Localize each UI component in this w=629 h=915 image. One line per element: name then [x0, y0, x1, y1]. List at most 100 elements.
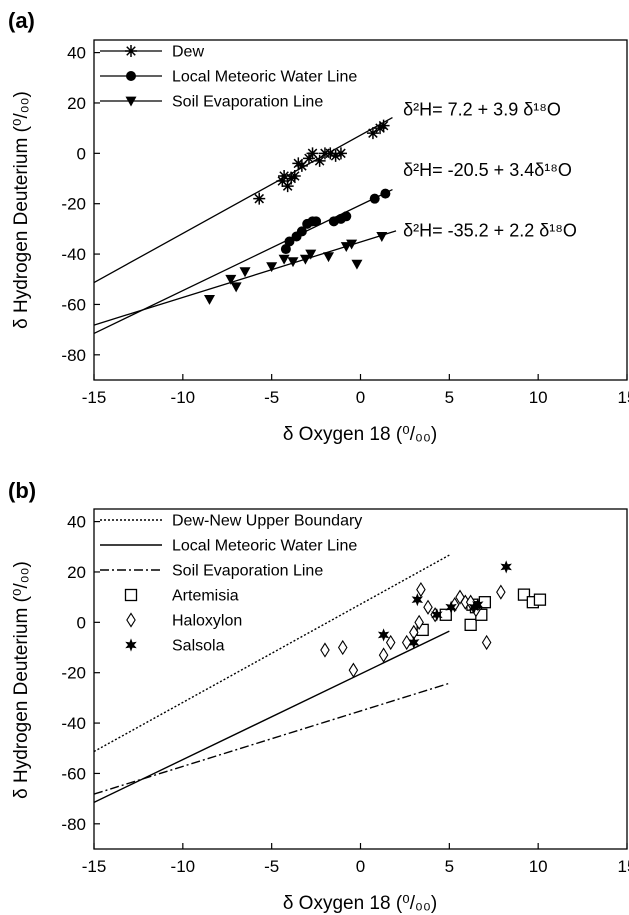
data-point	[533, 593, 547, 606]
panel-b-ticks: -15 -10 -5 0 5 10 15 -80 -60 -40 -20 0 20 40	[61, 513, 629, 876]
data-point	[337, 639, 348, 656]
data-point	[302, 152, 315, 165]
data-point	[414, 614, 424, 630]
panel-a-ticks: -15 -10 -5 0 5 10 15 -80 -60 -40 -20 0 20 40	[61, 44, 629, 407]
data-point	[411, 593, 424, 607]
data-point	[239, 267, 251, 278]
x-tick-label: 5	[445, 857, 454, 876]
fit-line	[93, 188, 393, 334]
equation-annotation: δ²H= -20.5 + 3.4δ¹⁸O	[403, 160, 572, 180]
x-tick-label: 0	[356, 857, 365, 876]
panel-b-reference-lines	[93, 554, 450, 804]
y-tick-label: 40	[67, 44, 86, 63]
data-point	[281, 180, 294, 193]
legend-marker	[126, 71, 136, 81]
x-tick-label: 5	[445, 388, 454, 407]
data-point	[376, 232, 388, 242]
panel-a-legend: Dew Local Meteoric Water Line Soil Evapora…	[100, 44, 357, 111]
fit-line	[93, 116, 393, 284]
data-point	[305, 249, 317, 260]
panel-b-y-axis-label: δ Hydrogen Deuterium (⁰/₀₀)	[11, 561, 32, 799]
data-point	[341, 211, 352, 222]
data-point	[348, 662, 359, 678]
data-point	[320, 642, 330, 658]
x-tick-label: -5	[264, 388, 279, 407]
data-point	[377, 119, 390, 132]
data-point	[287, 257, 299, 268]
panel-a-fit-lines	[93, 116, 397, 334]
y-tick-label: -40	[61, 714, 86, 733]
panel-a-data-points	[203, 119, 391, 305]
data-point	[366, 127, 379, 140]
y-tick-label: 0	[77, 613, 86, 632]
data-point	[416, 623, 429, 637]
data-point	[324, 147, 337, 160]
panel-a-plot-frame	[93, 39, 628, 381]
data-point	[431, 608, 443, 622]
y-tick-label: -20	[61, 195, 86, 214]
panel-a-label: (a)	[8, 8, 35, 33]
reference-line	[93, 682, 450, 795]
data-point	[278, 170, 291, 182]
data-point	[225, 274, 237, 285]
legend-label: Soil Evaporation Line	[172, 94, 323, 111]
data-point	[334, 147, 347, 160]
legend-label: Artemisia	[172, 588, 239, 605]
panel-a-equations: δ²H= 7.2 + 3.9 δ¹⁸O δ²H= -20.5 + 3.4δ¹⁸O δ…	[403, 100, 577, 241]
data-point	[284, 236, 295, 247]
data-point	[517, 588, 531, 601]
panel-b-x-axis-label: δ Oxygen 18 (⁰/₀₀)	[283, 893, 437, 914]
data-point	[311, 216, 322, 227]
x-tick-label: -10	[171, 388, 196, 407]
data-point	[369, 193, 380, 204]
panel-b-plot-frame	[93, 508, 628, 850]
panel-b-label: (b)	[8, 478, 36, 503]
data-point	[313, 154, 326, 167]
legend-label: Haloxylon	[172, 613, 242, 630]
reference-line	[93, 630, 450, 804]
data-point	[346, 239, 358, 250]
legend-label: Local Meteoric Water Line	[172, 69, 357, 86]
legend-marker	[125, 45, 137, 57]
x-tick-label: -15	[82, 857, 107, 876]
data-point	[439, 608, 452, 621]
y-tick-label: -80	[61, 815, 86, 834]
panel-b: (b) -15 -10 -5 0 5 10 15 -80 -60 -40 -20 0 20 40 Dew-…	[8, 478, 629, 914]
x-tick-label: -15	[82, 388, 107, 407]
legend-marker	[126, 612, 136, 628]
data-point	[295, 159, 308, 172]
y-tick-label: 40	[67, 513, 86, 532]
data-point	[378, 647, 389, 663]
data-point	[288, 170, 301, 182]
equation-annotation: δ²H= 7.2 + 3.9 δ¹⁸O	[403, 100, 561, 120]
legend-label: Salsola	[172, 638, 225, 655]
data-point	[416, 581, 426, 598]
y-tick-label: -60	[61, 764, 86, 783]
data-point	[496, 584, 506, 600]
data-point	[323, 252, 335, 263]
panel-a-y-axis-label: δ Hydrogen Deuterium (⁰/₀₀)	[11, 91, 32, 329]
data-point	[500, 560, 512, 574]
legend-label: Dew-New Upper Boundary	[172, 513, 362, 530]
x-tick-label: 0	[356, 388, 365, 407]
y-tick-label: -20	[61, 664, 86, 683]
legend-label: Local Meteoric Water Line	[172, 538, 357, 555]
x-tick-label: -5	[264, 857, 279, 876]
data-point	[377, 628, 390, 642]
legend-label: Dew	[172, 44, 204, 61]
data-point	[472, 598, 484, 612]
data-point	[253, 192, 266, 205]
y-tick-label: -40	[61, 245, 86, 264]
data-point	[203, 295, 215, 305]
data-point	[351, 259, 363, 270]
panel-a: (a) -15 -10 -5 0 5 10 15 -80 -60 -40 -20 0 20 40 Dew L…	[8, 8, 629, 445]
data-point	[329, 149, 342, 162]
data-point	[230, 282, 242, 293]
data-point	[380, 188, 391, 199]
legend-marker	[124, 588, 138, 602]
data-point	[299, 254, 311, 265]
data-point	[276, 175, 289, 188]
data-point	[306, 147, 319, 160]
data-point	[385, 634, 396, 651]
